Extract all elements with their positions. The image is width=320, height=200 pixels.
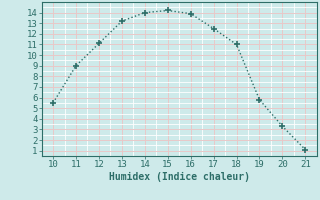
- X-axis label: Humidex (Indice chaleur): Humidex (Indice chaleur): [109, 172, 250, 182]
